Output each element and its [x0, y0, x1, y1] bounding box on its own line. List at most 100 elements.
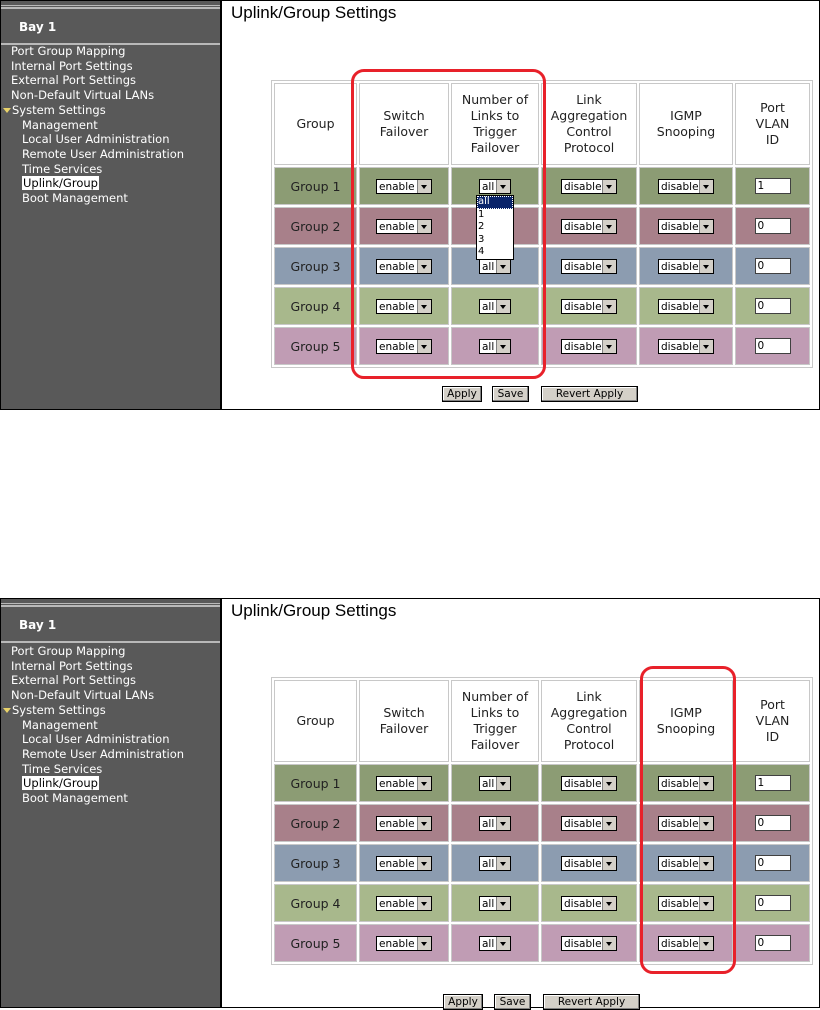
port-vlan-id-input[interactable]: 0	[754, 815, 791, 832]
port-vlan-id-input[interactable]: 0	[754, 298, 791, 315]
chevron-down-icon[interactable]	[496, 300, 510, 313]
chevron-down-icon[interactable]	[602, 897, 616, 910]
switch-failover-select[interactable]: enable	[376, 936, 432, 951]
igmp-snooping-select[interactable]: disable	[658, 816, 714, 831]
number-of-links-select[interactable]: all	[479, 816, 511, 831]
nav-item-external-port-settings[interactable]: External Port Settings	[11, 73, 136, 88]
nav-item-time-services[interactable]: Time Services	[22, 161, 103, 176]
apply-button[interactable]: Apply	[443, 994, 483, 1010]
chevron-down-icon[interactable]	[496, 260, 510, 273]
chevron-down-icon[interactable]	[602, 937, 616, 950]
port-vlan-id-input[interactable]: 0	[754, 258, 791, 275]
chevron-down-icon[interactable]	[417, 817, 431, 830]
chevron-down-icon[interactable]	[496, 340, 510, 353]
chevron-down-icon[interactable]	[699, 817, 713, 830]
chevron-down-icon[interactable]	[602, 300, 616, 313]
chevron-down-icon[interactable]	[417, 777, 431, 790]
igmp-snooping-select[interactable]: disable	[658, 259, 714, 274]
revert-apply-button[interactable]: Revert Apply	[541, 386, 638, 402]
nav-item-management[interactable]: Management	[22, 117, 98, 132]
igmp-snooping-select[interactable]: disable	[658, 339, 714, 354]
chevron-down-icon[interactable]	[417, 260, 431, 273]
nav-item-port-group-mapping[interactable]: Port Group Mapping	[11, 44, 126, 58]
chevron-down-icon[interactable]	[699, 340, 713, 353]
chevron-down-icon[interactable]	[417, 937, 431, 950]
nav-item-port-group-mapping[interactable]: Port Group Mapping	[11, 644, 126, 658]
chevron-down-icon[interactable]	[699, 777, 713, 790]
dropdown-option[interactable]: 4	[478, 246, 485, 257]
nav-item-remote-user-admin[interactable]: Remote User Administration	[22, 746, 185, 761]
switch-failover-select[interactable]: enable	[376, 856, 432, 871]
dropdown-option[interactable]: 3	[478, 233, 485, 245]
switch-failover-select[interactable]: enable	[376, 776, 432, 791]
chevron-down-icon[interactable]	[496, 180, 510, 193]
chevron-down-icon[interactable]	[602, 340, 616, 353]
chevron-down-icon[interactable]	[417, 897, 431, 910]
igmp-snooping-select[interactable]: disable	[658, 776, 714, 791]
port-vlan-id-input[interactable]: 0	[754, 935, 791, 952]
chevron-down-icon[interactable]	[496, 777, 510, 790]
nav-item-time-services[interactable]: Time Services	[22, 761, 103, 776]
switch-failover-select[interactable]: enable	[376, 339, 432, 354]
lacp-select[interactable]: disable	[561, 896, 617, 911]
chevron-down-icon[interactable]	[602, 857, 616, 870]
dropdown-option[interactable]: all	[477, 196, 513, 209]
chevron-down-icon[interactable]	[699, 897, 713, 910]
lacp-select[interactable]: disable	[561, 179, 617, 194]
nav-item-local-user-admin[interactable]: Local User Administration	[22, 732, 170, 747]
port-vlan-id-input[interactable]: 1	[754, 178, 791, 195]
lacp-select[interactable]: disable	[561, 299, 617, 314]
port-vlan-id-input[interactable]: 0	[754, 218, 791, 235]
chevron-down-icon[interactable]	[417, 857, 431, 870]
chevron-down-icon[interactable]	[417, 220, 431, 233]
number-of-links-select[interactable]: all	[479, 776, 511, 791]
revert-apply-button[interactable]: Revert Apply	[543, 994, 640, 1010]
number-of-links-select[interactable]: all	[479, 299, 511, 314]
switch-failover-select[interactable]: enable	[376, 896, 432, 911]
chevron-down-icon[interactable]	[496, 937, 510, 950]
chevron-down-icon[interactable]	[496, 857, 510, 870]
port-vlan-id-input[interactable]: 0	[754, 855, 791, 872]
chevron-down-icon[interactable]	[699, 857, 713, 870]
chevron-down-icon[interactable]	[699, 220, 713, 233]
switch-failover-select[interactable]: enable	[376, 259, 432, 274]
igmp-snooping-select[interactable]: disable	[658, 299, 714, 314]
chevron-down-icon[interactable]	[496, 897, 510, 910]
port-vlan-id-input[interactable]: 1	[754, 775, 791, 792]
port-vlan-id-input[interactable]: 0	[754, 895, 791, 912]
chevron-down-icon[interactable]	[602, 260, 616, 273]
nav-item-internal-port-settings[interactable]: Internal Port Settings	[11, 658, 133, 673]
nav-item-boot-management[interactable]: Boot Management	[22, 191, 128, 206]
nav-item-external-port-settings[interactable]: External Port Settings	[11, 673, 136, 688]
igmp-snooping-select[interactable]: disable	[658, 936, 714, 951]
nav-item-non-default-vlans[interactable]: Non-Default Virtual LANs	[11, 88, 155, 103]
chevron-down-icon[interactable]	[417, 180, 431, 193]
number-of-links-select[interactable]: all	[479, 339, 511, 354]
lacp-select[interactable]: disable	[561, 339, 617, 354]
apply-button[interactable]: Apply	[442, 386, 482, 402]
lacp-select[interactable]: disable	[561, 259, 617, 274]
number-of-links-select[interactable]: all	[479, 259, 511, 274]
number-of-links-select[interactable]: all	[479, 896, 511, 911]
dropdown-option[interactable]: 2	[478, 221, 485, 232]
number-of-links-select[interactable]: all	[479, 179, 511, 194]
number-of-links-select[interactable]: all	[479, 856, 511, 871]
nav-item-uplink-group[interactable]: Uplink/Group	[22, 776, 99, 791]
dropdown-option[interactable]: 1	[478, 208, 485, 220]
nav-item-local-user-admin[interactable]: Local User Administration	[22, 132, 170, 147]
nav-item-boot-management[interactable]: Boot Management	[22, 791, 128, 806]
igmp-snooping-select[interactable]: disable	[658, 856, 714, 871]
chevron-down-icon[interactable]	[602, 180, 616, 193]
nav-item-management[interactable]: Management	[22, 717, 98, 732]
lacp-select[interactable]: disable	[561, 776, 617, 791]
igmp-snooping-select[interactable]: disable	[658, 179, 714, 194]
chevron-down-icon[interactable]	[417, 340, 431, 353]
nav-item-system-settings[interactable]: System Settings	[3, 703, 184, 718]
chevron-down-icon[interactable]	[602, 817, 616, 830]
port-vlan-id-input[interactable]: 0	[754, 338, 791, 355]
save-button[interactable]: Save	[494, 994, 531, 1010]
save-button[interactable]: Save	[492, 386, 529, 402]
lacp-select[interactable]: disable	[561, 856, 617, 871]
chevron-down-icon[interactable]	[699, 937, 713, 950]
switch-failover-select[interactable]: enable	[376, 179, 432, 194]
